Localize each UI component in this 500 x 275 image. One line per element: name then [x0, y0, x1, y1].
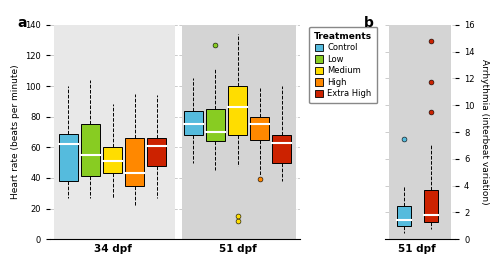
Bar — [424, 190, 438, 222]
Text: b: b — [364, 16, 374, 30]
Bar — [184, 111, 203, 135]
Bar — [389, 25, 451, 239]
Y-axis label: Heart rate (beats per minute): Heart rate (beats per minute) — [10, 65, 20, 199]
Bar — [54, 25, 175, 239]
Bar — [228, 86, 247, 135]
Bar — [397, 206, 410, 226]
Bar — [59, 134, 78, 181]
Legend: Control, Low, Medium, High, Extra High: Control, Low, Medium, High, Extra High — [309, 27, 378, 103]
Bar — [81, 124, 100, 177]
Bar — [126, 138, 144, 186]
Bar — [182, 25, 296, 239]
Bar — [272, 135, 291, 163]
Bar — [250, 117, 269, 140]
Bar — [148, 138, 166, 166]
Bar — [206, 109, 225, 141]
Text: a: a — [18, 16, 27, 30]
Bar — [103, 147, 122, 173]
Y-axis label: Arrhythmia (interbeat variation): Arrhythmia (interbeat variation) — [480, 59, 488, 205]
